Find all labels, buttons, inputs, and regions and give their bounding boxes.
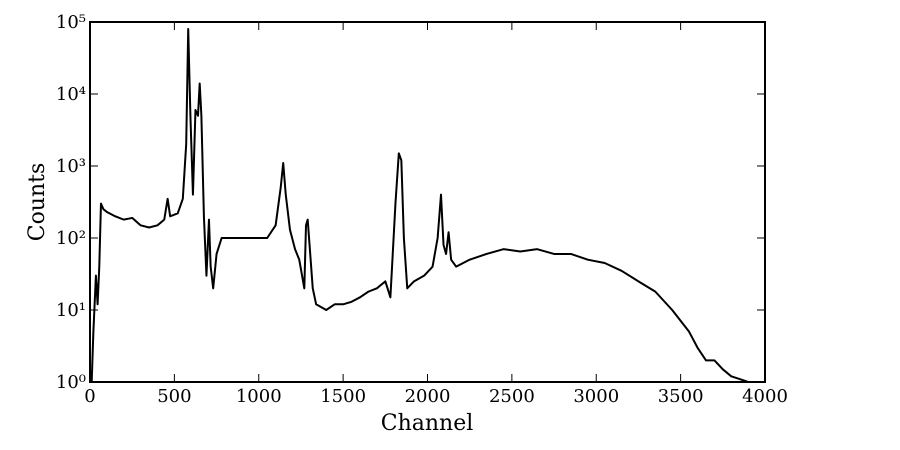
x-tick-label: 2000 [405, 386, 451, 407]
x-tick-label: 3500 [658, 386, 704, 407]
y-tick-label: 10³ [56, 156, 86, 177]
x-tick-label: 1000 [236, 386, 282, 407]
plot-frame [89, 21, 766, 383]
y-tick-label: 10⁰ [56, 372, 86, 393]
x-tick-label: 500 [157, 386, 191, 407]
y-tick-label: 10⁴ [56, 84, 86, 105]
y-tick-label: 10⁵ [56, 12, 86, 33]
x-axis-label: Channel [381, 411, 474, 436]
spectrum-line [90, 27, 757, 382]
y-tick-label: 10¹ [56, 300, 86, 321]
y-tick-label: 10² [56, 228, 86, 249]
x-tick-label: 3000 [573, 386, 619, 407]
y-axis-label: Counts [25, 163, 50, 242]
x-tick-label: 0 [84, 386, 95, 407]
x-tick-label: 1500 [320, 386, 366, 407]
x-tick-label: 2500 [489, 386, 535, 407]
x-tick-label: 4000 [742, 386, 788, 407]
